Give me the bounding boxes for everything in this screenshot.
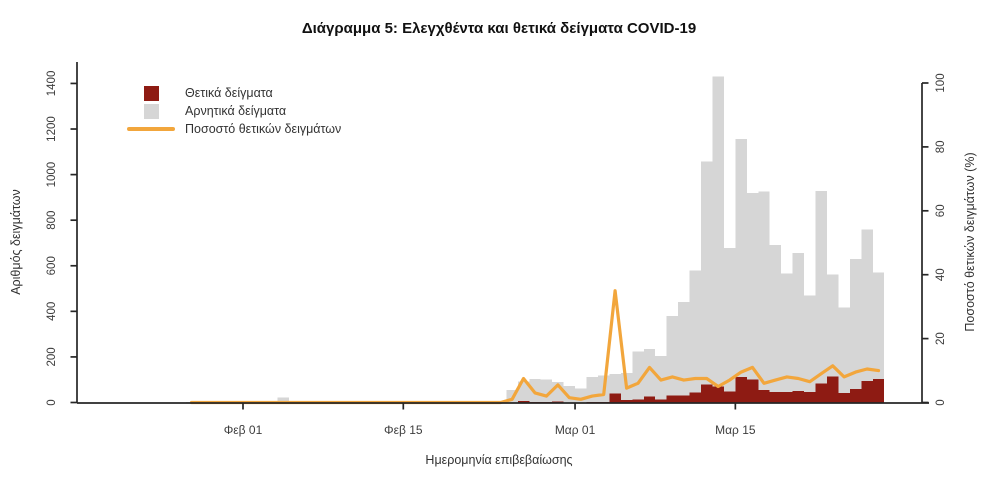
positive-bar [723,391,736,403]
positive-bar [735,376,747,403]
y-left-tick-label: 1000 [46,162,58,188]
negative-bar [826,274,839,377]
positive-bar [678,395,690,403]
negative-bar [735,138,747,377]
negative-bar [689,270,701,393]
negative-bar [712,76,724,387]
positive-bar [849,388,862,403]
positive-bar [689,392,701,403]
x-tick-label: Φεβ 15 [384,423,423,437]
negative-bar [277,397,289,403]
negative-bar [517,381,530,401]
positive-bar [746,379,759,403]
positive-bar [815,383,827,403]
positive-bar [758,389,770,403]
positive-bar [872,378,885,403]
legend-swatch-cell [126,127,176,131]
y-left-tick-label: 600 [46,256,58,275]
negative-bar [632,351,644,400]
negative-bar [586,376,598,403]
positive-bar [861,380,873,403]
y-right-tick-label: 0 [935,399,947,405]
y-right-tick-label: 20 [935,332,947,345]
negative-bar [563,386,576,403]
legend-item-percent: Ποσοστό θετικών δειγμάτων [126,120,341,138]
negative-bar [849,258,862,389]
legend-item-negative: Αρνητικά δείγματα [126,102,341,120]
negative-samples-swatch [143,103,159,119]
y-left-tick-label: 1200 [46,116,58,142]
y-right-tick-label: 80 [935,141,947,154]
negative-bar [861,229,873,381]
percent-line-swatch [127,127,175,131]
positive-bar [655,399,667,403]
negative-bar [575,388,587,403]
legend-swatch-cell [126,103,176,119]
positive-bar [632,399,644,403]
negative-bar [769,245,782,393]
negative-bar [872,272,885,379]
legend-label-percent: Ποσοστό θετικών δειγμάτων [185,122,342,136]
y-left-tick-label: 400 [46,302,58,321]
positive-bar [804,392,816,403]
chart-title: Διάγραμμα 5: Ελεγχθέντα και θετικά δείγμ… [302,20,696,37]
negative-bar [552,382,564,402]
positive-bar [609,393,621,403]
negative-bar [815,191,827,384]
positive-bar [769,392,782,403]
negative-bar [701,161,713,385]
y-left-tick-label: 1400 [46,71,58,97]
negative-bar [792,253,805,392]
legend-label-negative: Αρνητικά δείγματα [185,104,287,118]
y-right-tick-label: 40 [935,268,947,281]
y-right-tick-label: 100 [935,73,947,92]
legend-swatch-cell [126,85,176,101]
y-left-tick-label: 200 [46,347,58,366]
negative-bar [746,192,759,380]
negative-bar [723,247,736,392]
positive-samples-swatch [143,85,159,101]
positive-bar [781,392,793,403]
y-right-tick-label: 60 [935,204,947,217]
negative-bar [666,315,679,396]
negative-bar [804,295,816,393]
x-axis-label: Ημερομηνία επιβεβαίωσης [425,453,572,467]
y-axis-right-label: Ποσοστό θετικών δειγμάτων (%) [963,152,977,331]
positive-bar [838,393,850,403]
legend: Θετικά δείγματα Αρνητικά δείγματα Ποσοστ… [126,84,341,138]
x-tick-label: Μαρ 15 [715,423,756,437]
positive-bar [517,400,530,403]
positive-bar [620,399,633,403]
y-left-tick-label: 800 [46,211,58,230]
negative-bar [678,302,690,396]
positive-bar [552,401,564,403]
negative-bar [643,349,656,397]
x-tick-label: Φεβ 01 [224,423,263,437]
positive-bar [712,386,724,403]
legend-label-positive: Θετικά δείγματα [185,86,273,100]
legend-item-positive: Θετικά δείγματα [126,84,341,102]
negative-bar [781,273,793,393]
negative-bar [540,379,553,403]
positive-bar [666,395,679,403]
positive-bar [792,391,805,403]
positive-bar [701,384,713,403]
negative-bar [758,191,770,390]
y-axis-left-label: Αριθμός δειγμάτων [9,189,23,295]
x-tick-label: Μαρ 01 [555,423,596,437]
negative-bar [609,374,621,394]
positive-bar [826,376,839,403]
positive-bar [643,396,656,403]
y-left-tick-label: 0 [46,399,58,405]
negative-bar [838,307,850,394]
axes-layer: 0 200 400 600 800 1000 1200 1400 0 20 40 60 80 100 Φεβ… [46,62,947,437]
